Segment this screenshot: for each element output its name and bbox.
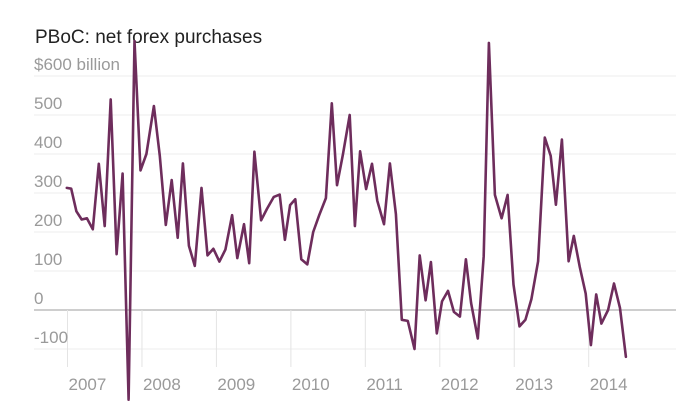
y-tick-label: 300 xyxy=(34,172,62,191)
x-tick-label: 2007 xyxy=(69,375,107,394)
gridlines xyxy=(34,75,676,350)
x-tick-label: 2012 xyxy=(441,375,479,394)
y-tick-label: 0 xyxy=(34,289,43,308)
x-tick-label: 2010 xyxy=(292,375,330,394)
x-tick-label: 2014 xyxy=(590,375,628,394)
x-tick-label: 2013 xyxy=(515,375,553,394)
chart-title: PBoC: net forex purchases xyxy=(35,27,263,48)
y-tick-label: 500 xyxy=(34,94,62,113)
y-tick-label: 200 xyxy=(34,211,62,230)
tick-labels: $600 billion 500 400 300 200 100 0 -100 2007 2008… xyxy=(34,55,628,394)
x-axis-ticks xyxy=(67,310,590,367)
y-tick-label: 400 xyxy=(34,133,62,152)
series-lines xyxy=(65,40,628,401)
x-tick-label: 2009 xyxy=(217,375,255,394)
series-line xyxy=(65,40,628,401)
x-tick-label: 2011 xyxy=(366,375,403,394)
y-tick-label: -100 xyxy=(34,328,68,347)
y-tick-label: $600 billion xyxy=(34,55,120,74)
y-tick-label: 100 xyxy=(34,250,62,269)
x-tick-label: 2008 xyxy=(143,375,181,394)
